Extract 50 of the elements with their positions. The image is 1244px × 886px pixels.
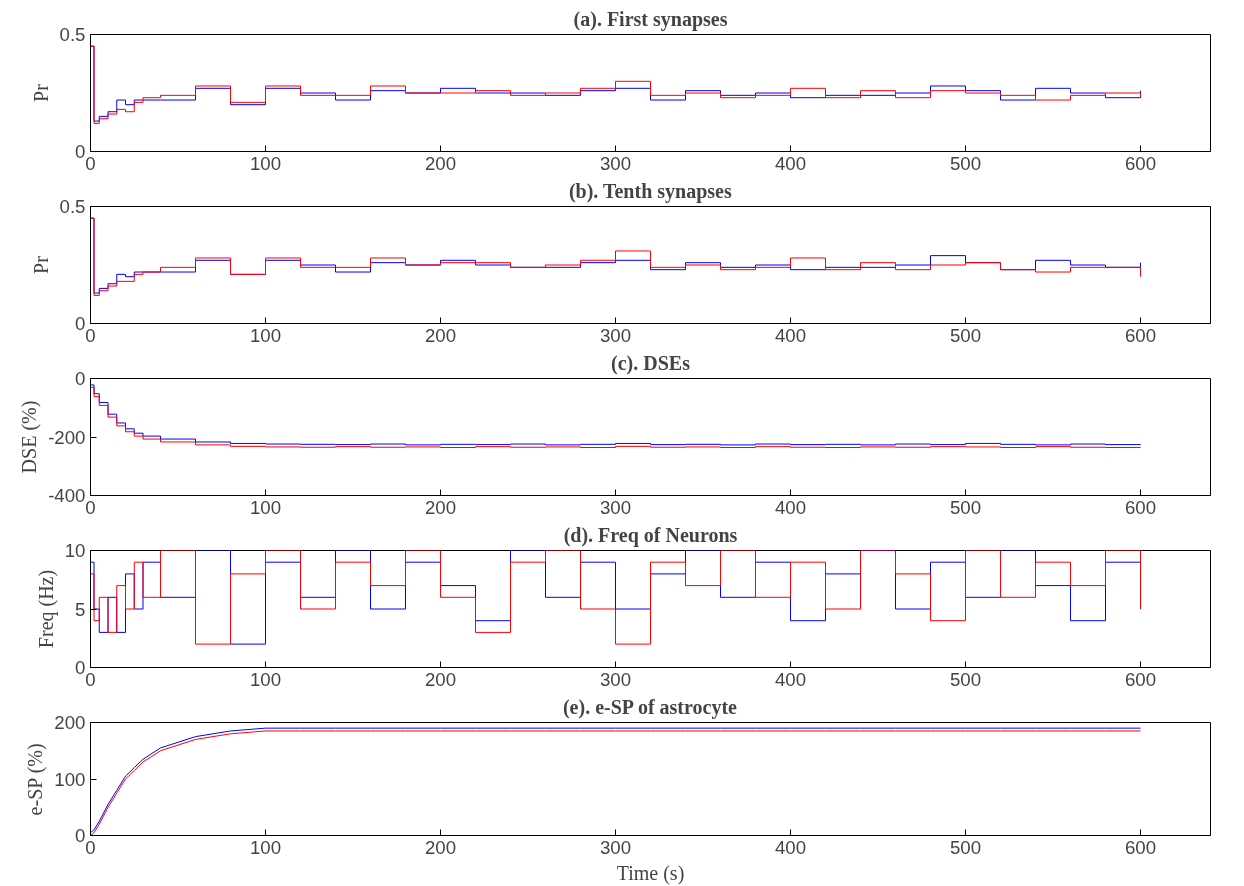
- y-tick-label: 0.5: [59, 196, 86, 217]
- y-tick-label: 200: [54, 712, 86, 733]
- y-tick-label: 0.5: [59, 24, 86, 45]
- y-tick-label: -400: [48, 485, 86, 506]
- y-axis-title: e-SP (%): [24, 743, 48, 816]
- x-tick-label: 300: [599, 152, 632, 174]
- x-tick-label: 600: [1124, 324, 1157, 346]
- y-axis-title: Freq (Hz): [34, 569, 58, 649]
- y-axis-title: Pr: [29, 255, 52, 274]
- x-tick-label: 500: [949, 324, 982, 346]
- chart-title: (b). Tenth synapses: [568, 179, 732, 203]
- y-axis-title: DSE (%): [18, 400, 42, 474]
- x-tick-label: 200: [424, 668, 457, 690]
- x-axis-title: Time (s): [616, 861, 685, 885]
- x-tick-label: 600: [1124, 668, 1157, 690]
- y-tick-label: 100: [54, 768, 86, 790]
- y-tick-label: 10: [64, 540, 86, 561]
- chart-title: (d). Freq of Neurons: [563, 523, 738, 547]
- x-tick-label: 600: [1124, 496, 1157, 518]
- chart-title: (a). First synapses: [573, 7, 728, 31]
- x-tick-label: 500: [949, 496, 982, 518]
- x-tick-label: 200: [424, 836, 457, 858]
- x-tick-label: 200: [424, 496, 457, 518]
- x-tick-label: 100: [249, 324, 282, 346]
- x-tick-label: 100: [249, 496, 282, 518]
- x-tick-label: 400: [774, 152, 807, 174]
- x-tick-label: 600: [1124, 836, 1157, 858]
- x-tick-label: 300: [599, 496, 632, 518]
- x-tick-label: 400: [774, 496, 807, 518]
- y-tick-label: -200: [48, 426, 86, 448]
- x-tick-label: 100: [249, 152, 282, 174]
- x-tick-label: 400: [774, 324, 807, 346]
- x-tick-label: 100: [249, 668, 282, 690]
- x-tick-label: 200: [424, 324, 457, 346]
- x-tick-label: 400: [774, 668, 807, 690]
- chart-title: (e). e-SP of astrocyte: [562, 695, 738, 719]
- x-tick-label: 600: [1124, 152, 1157, 174]
- x-tick-label: 500: [949, 836, 982, 858]
- x-tick-label: 100: [249, 836, 282, 858]
- y-tick-label: 5: [75, 598, 86, 620]
- y-axis-title: Pr: [29, 83, 52, 102]
- y-tick-label: 0: [75, 368, 86, 389]
- x-tick-label: 300: [599, 324, 632, 346]
- x-tick-label: 400: [774, 836, 807, 858]
- x-tick-label: 500: [949, 152, 982, 174]
- x-tick-label: 200: [424, 152, 457, 174]
- x-tick-label: 500: [949, 668, 982, 690]
- chart-title: (c). DSEs: [611, 351, 691, 375]
- x-tick-label: 300: [599, 668, 632, 690]
- x-tick-label: 300: [599, 836, 632, 858]
